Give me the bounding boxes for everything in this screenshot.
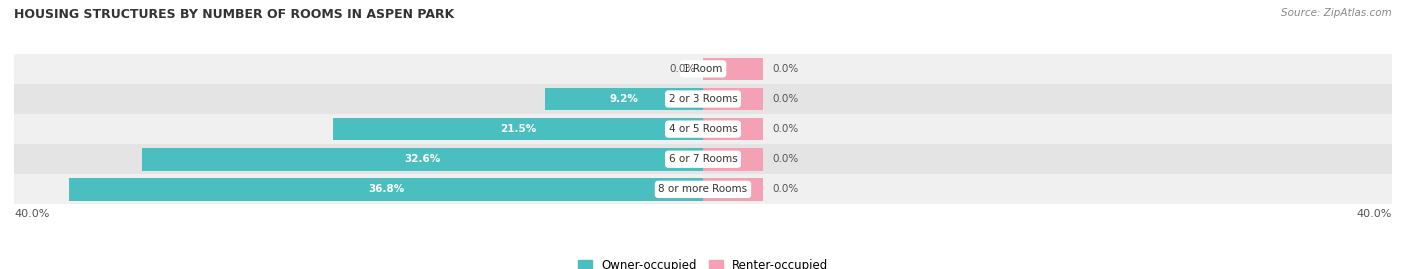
Bar	[703, 178, 763, 201]
Text: 4 or 5 Rooms: 4 or 5 Rooms	[669, 124, 737, 134]
Text: HOUSING STRUCTURES BY NUMBER OF ROOMS IN ASPEN PARK: HOUSING STRUCTURES BY NUMBER OF ROOMS IN…	[14, 8, 454, 21]
Text: 36.8%: 36.8%	[368, 184, 404, 194]
Bar	[14, 54, 1392, 84]
Bar	[69, 178, 703, 201]
Bar	[703, 88, 763, 110]
Bar	[14, 114, 1392, 144]
Text: 0.0%: 0.0%	[772, 64, 799, 74]
Text: Source: ZipAtlas.com: Source: ZipAtlas.com	[1281, 8, 1392, 18]
Bar	[142, 148, 703, 171]
Bar	[14, 84, 1392, 114]
Text: 9.2%: 9.2%	[609, 94, 638, 104]
Bar	[14, 174, 1392, 204]
Text: 8 or more Rooms: 8 or more Rooms	[658, 184, 748, 194]
Bar	[14, 144, 1392, 174]
Bar	[703, 118, 763, 140]
Bar	[703, 148, 763, 171]
Bar	[333, 118, 703, 140]
Text: 40.0%: 40.0%	[1357, 209, 1392, 219]
Text: 0.0%: 0.0%	[772, 154, 799, 164]
Text: 0.0%: 0.0%	[772, 94, 799, 104]
Bar	[544, 88, 703, 110]
Text: 2 or 3 Rooms: 2 or 3 Rooms	[669, 94, 737, 104]
Text: 1 Room: 1 Room	[683, 64, 723, 74]
Text: 40.0%: 40.0%	[14, 209, 49, 219]
Text: 0.0%: 0.0%	[772, 184, 799, 194]
Text: 32.6%: 32.6%	[404, 154, 440, 164]
Text: 0.0%: 0.0%	[772, 124, 799, 134]
Legend: Owner-occupied, Renter-occupied: Owner-occupied, Renter-occupied	[572, 254, 834, 269]
Text: 21.5%: 21.5%	[499, 124, 536, 134]
Bar	[703, 58, 763, 80]
Text: 6 or 7 Rooms: 6 or 7 Rooms	[669, 154, 737, 164]
Text: 0.0%: 0.0%	[669, 64, 696, 74]
